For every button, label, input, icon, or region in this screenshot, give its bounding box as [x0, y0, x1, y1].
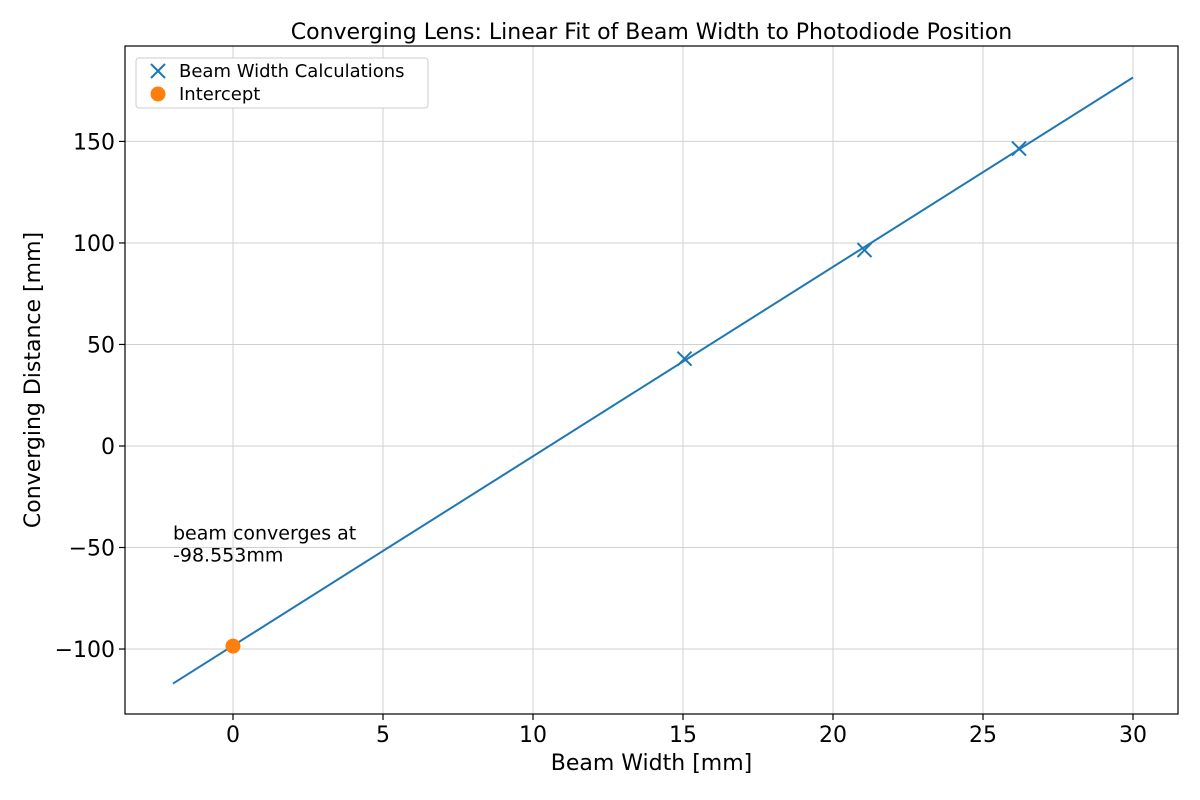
beam-width-point [856, 242, 873, 258]
y-tick-label: −100 [55, 638, 115, 663]
annotation-text: beam converges at [173, 522, 356, 544]
annotation-text: -98.553mm [173, 544, 283, 566]
y-tick-label: −50 [69, 537, 115, 562]
x-tick-label: 5 [376, 723, 390, 748]
x-tick-label: 20 [819, 723, 847, 748]
legend-label: Beam Width Calculations [179, 61, 405, 82]
x-tick-label: 25 [969, 723, 997, 748]
annotation: beam converges at-98.553mm [173, 522, 356, 566]
x-axis-label: Beam Width [mm] [551, 751, 752, 776]
legend-marker-dot [150, 86, 166, 102]
axes-frame [124, 45, 1179, 715]
legend-label: Intercept [179, 84, 260, 105]
x-tick-label: 30 [1119, 723, 1147, 748]
beam-width-point [1011, 140, 1027, 157]
legend-box [135, 57, 429, 109]
ticks: 0 5 10 15 20 25 30 −100 −50 0 50 100 150 [55, 130, 1147, 748]
x-tick-label: 15 [669, 723, 697, 748]
y-axis-label: Converging Distance [mm] [21, 232, 46, 528]
beam-width-point [676, 350, 693, 367]
y-tick-label: 150 [73, 130, 115, 155]
y-tick-label: 0 [101, 435, 115, 460]
x-tick-label: 10 [519, 723, 547, 748]
x-tick-label: 0 [226, 723, 240, 748]
intercept-point [225, 638, 241, 654]
grid [125, 46, 1178, 714]
chart-title: Converging Lens: Linear Fit of Beam Widt… [291, 20, 1013, 45]
plot-area [172, 76, 1134, 685]
y-tick-label: 100 [73, 232, 115, 257]
y-tick-label: 50 [87, 333, 115, 358]
fit-line [172, 76, 1134, 685]
legend-marker-x [150, 63, 166, 79]
